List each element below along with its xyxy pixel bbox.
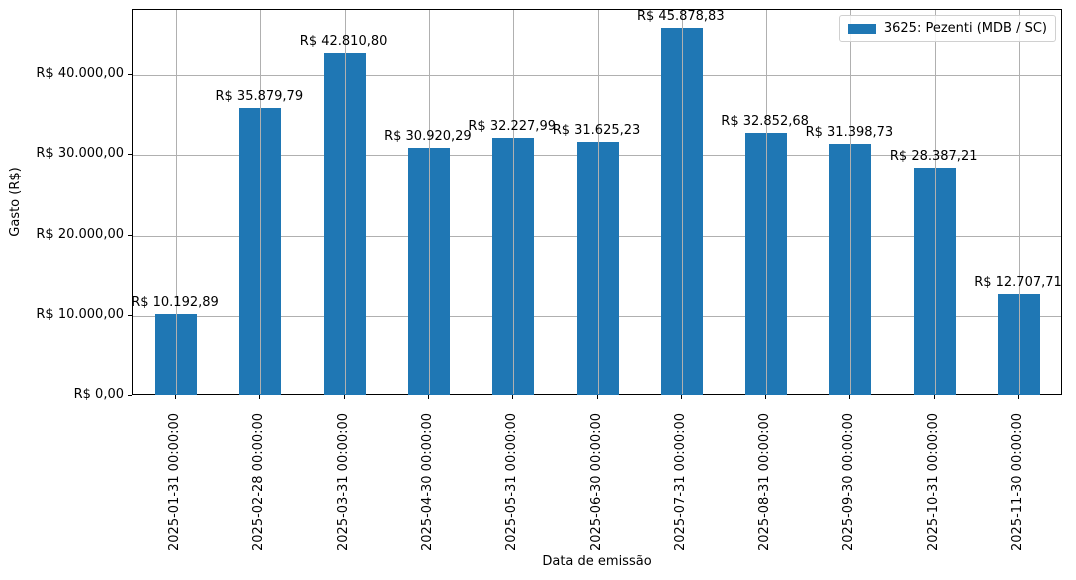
x-tick-mark — [933, 395, 935, 399]
x-tick-mark — [596, 395, 598, 399]
bar-value-label: R$ 31.398,73 — [805, 125, 894, 141]
bar-value-label: R$ 31.625,23 — [552, 123, 641, 139]
gridline-vertical — [176, 10, 177, 394]
y-tick-label: R$ 40.000,00 — [36, 66, 124, 82]
y-tick-mark — [128, 314, 132, 316]
bar-value-label: R$ 30.920,29 — [384, 129, 472, 145]
x-tick-label: 2025-04-30 00:00:00 — [419, 412, 435, 551]
x-tick-label: 2025-01-31 00:00:00 — [167, 412, 182, 551]
bar-value-label: R$ 42.810,80 — [299, 33, 388, 49]
x-tick-label: 2025-09-30 00:00:00 — [841, 412, 857, 551]
x-tick-mark — [1018, 395, 1019, 399]
gridline-vertical — [513, 10, 515, 394]
x-tick-mark — [427, 395, 429, 399]
bar-value-label: R$ 32.852,68 — [721, 113, 809, 129]
x-axis-label: Data de emissão — [542, 554, 652, 569]
gridline-vertical — [344, 10, 346, 394]
x-tick-mark — [175, 395, 176, 399]
gridline-vertical — [681, 10, 683, 394]
x-tick-label: 2025-02-28 00:00:00 — [251, 412, 267, 551]
gridline-vertical — [428, 10, 430, 394]
x-tick-label: 2025-06-30 00:00:00 — [588, 412, 604, 551]
plot-area — [132, 9, 1062, 395]
y-tick-mark — [128, 74, 132, 76]
gridline-vertical — [850, 10, 852, 394]
legend-swatch — [847, 23, 876, 34]
bar-value-label: R$ 12.707,71 — [974, 275, 1062, 291]
bar-value-label: R$ 35.879,79 — [215, 89, 304, 105]
x-tick-label: 2025-03-31 00:00:00 — [335, 412, 351, 551]
legend: 3625: Pezenti (MDB / SC) — [838, 15, 1056, 42]
gridline-vertical — [260, 10, 262, 394]
bar-value-label: R$ 45.878,83 — [636, 9, 725, 25]
x-tick-label: 2025-05-31 00:00:00 — [504, 412, 520, 551]
gridline-vertical — [934, 10, 936, 394]
x-tick-label: 2025-07-31 00:00:00 — [672, 412, 688, 551]
y-tick-label: R$ 30.000,00 — [36, 146, 124, 162]
legend-label: 3625: Pezenti (MDB / SC) — [883, 21, 1047, 36]
bar-value-label: R$ 28.387,21 — [889, 149, 978, 165]
y-tick-mark — [128, 154, 132, 156]
gridline-vertical — [597, 10, 599, 394]
gridline-vertical — [1019, 10, 1020, 394]
x-tick-mark — [680, 395, 682, 399]
y-tick-mark — [128, 395, 132, 396]
y-tick-label: R$ 20.000,00 — [36, 226, 124, 242]
x-tick-label: 2025-08-31 00:00:00 — [757, 412, 773, 551]
x-tick-mark — [259, 395, 261, 399]
y-tick-mark — [128, 234, 132, 236]
bar-value-label: R$ 10.192,89 — [131, 295, 219, 311]
y-tick-label: R$ 0,00 — [73, 387, 124, 402]
x-tick-mark — [343, 395, 345, 399]
bar-value-label: R$ 32.227,99 — [468, 118, 556, 134]
x-tick-mark — [765, 395, 767, 399]
gridline-horizontal — [133, 75, 1061, 77]
y-tick-label: R$ 10.000,00 — [36, 306, 124, 322]
x-tick-mark — [512, 395, 514, 399]
x-tick-mark — [849, 395, 851, 399]
x-tick-label: 2025-11-30 00:00:00 — [1010, 412, 1025, 551]
x-tick-label: 2025-10-31 00:00:00 — [925, 412, 941, 551]
gridline-vertical — [766, 10, 768, 394]
